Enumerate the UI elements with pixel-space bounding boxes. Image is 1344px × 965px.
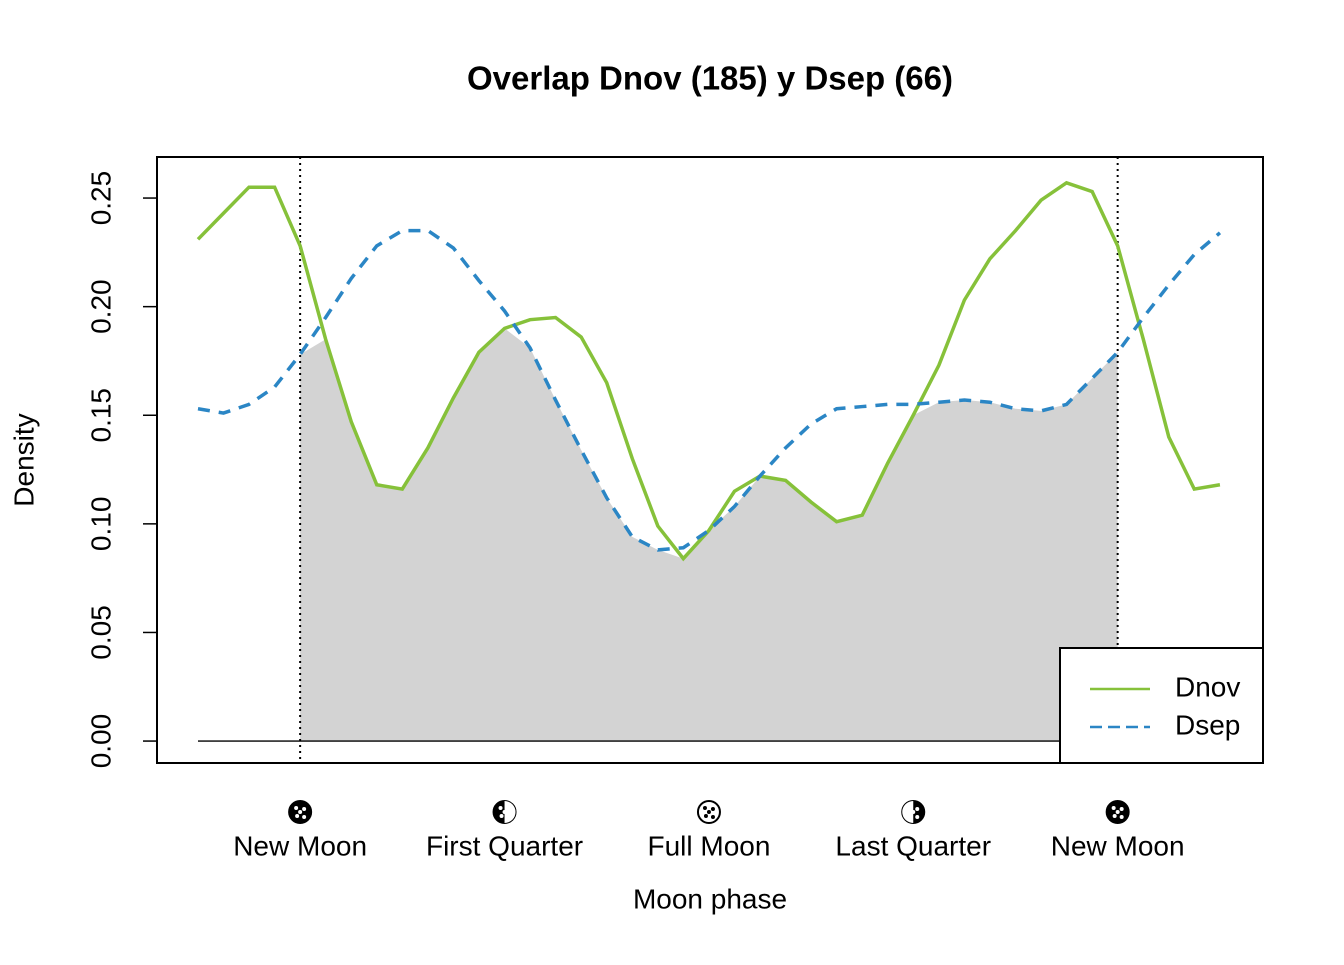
legend-box	[1059, 647, 1264, 764]
moon-icon	[915, 807, 920, 811]
moon-icon	[1115, 810, 1120, 814]
x-tick-label: First Quarter	[426, 830, 583, 861]
moon-icon	[1119, 815, 1124, 819]
moon-icon	[302, 815, 307, 819]
moon-icon	[1112, 814, 1117, 818]
y-axis-label: Density	[8, 413, 39, 506]
x-tick-label: New Moon	[1051, 830, 1185, 861]
legend-label: Dnov	[1175, 671, 1240, 702]
moon-icon	[302, 807, 307, 811]
moon-icon	[498, 806, 503, 810]
y-tick-label: 0.00	[85, 714, 116, 769]
moon-icon	[702, 806, 707, 810]
moon-icon	[295, 814, 300, 818]
moon-icon	[911, 810, 916, 814]
moon-icon	[499, 814, 504, 818]
density-line	[197, 228, 1222, 552]
y-tick-label: 0.05	[85, 605, 116, 660]
moon-icon	[502, 810, 507, 814]
moon-icon	[298, 810, 303, 814]
moon-icon	[294, 806, 299, 810]
moon-icon	[710, 815, 715, 819]
moon-icon	[506, 807, 511, 811]
moon-icon	[710, 807, 715, 811]
y-tick-label: 0.25	[85, 171, 116, 226]
moon-icon	[706, 810, 711, 814]
moon-icon	[1119, 807, 1124, 811]
x-tick-label: New Moon	[233, 830, 367, 861]
moon-icon	[908, 814, 913, 818]
overlap-area	[300, 328, 1118, 742]
x-tick-label: Last Quarter	[835, 830, 991, 861]
density-line	[196, 180, 1221, 562]
chart-title: Overlap Dnov (185) y Dsep (66)	[467, 60, 953, 97]
y-tick-label: 0.20	[85, 279, 116, 334]
x-tick-label: Full Moon	[647, 830, 770, 861]
moon-icon	[506, 815, 511, 819]
moon-icon	[703, 814, 708, 818]
y-tick-label: 0.10	[85, 497, 116, 552]
moon-icon	[907, 806, 912, 810]
x-axis-label: Moon phase	[633, 883, 787, 914]
moon-icon	[1111, 806, 1116, 810]
legend-label: Dsep	[1175, 709, 1240, 740]
moon-icon	[915, 815, 920, 819]
y-tick-label: 0.15	[85, 388, 116, 443]
